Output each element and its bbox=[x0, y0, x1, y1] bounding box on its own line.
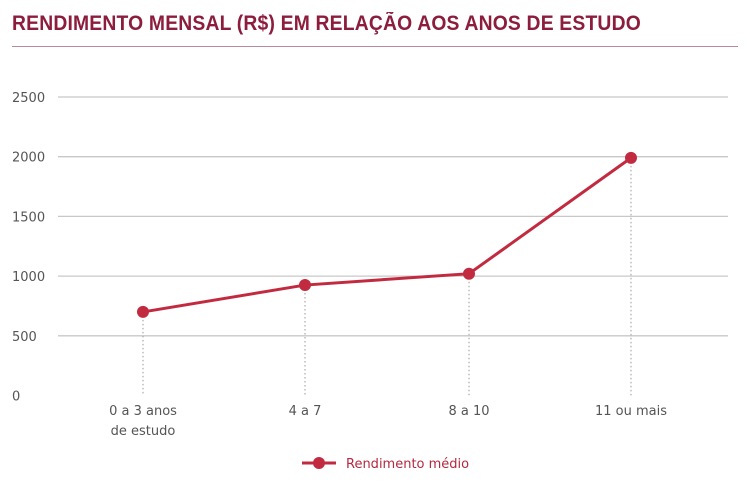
chart-title: RENDIMENTO MENSAL (R$) EM RELAÇÃO AOS AN… bbox=[12, 12, 641, 35]
x-tick-label: 0 a 3 anos bbox=[109, 404, 177, 419]
x-tick-label: 8 a 10 bbox=[448, 404, 489, 419]
data-point bbox=[463, 267, 475, 280]
legend-marker bbox=[313, 457, 325, 469]
data-point bbox=[299, 279, 311, 292]
series-line bbox=[142, 156, 632, 314]
legend-label: Rendimento médio bbox=[346, 457, 469, 472]
x-tick-label: de estudo bbox=[111, 424, 176, 439]
data-point bbox=[625, 151, 637, 164]
y-tick-label: 1000 bbox=[12, 270, 45, 285]
y-tick-label: 500 bbox=[12, 330, 37, 345]
x-tick-label: 11 ou mais bbox=[595, 404, 667, 419]
y-tick-label: 0 bbox=[12, 390, 20, 405]
title-divider bbox=[12, 46, 738, 47]
x-tick-label: 4 a 7 bbox=[289, 404, 322, 419]
y-tick-label: 2500 bbox=[12, 91, 45, 106]
data-point bbox=[137, 305, 149, 318]
y-tick-label: 1500 bbox=[12, 210, 45, 225]
y-tick-label: 2000 bbox=[12, 151, 45, 166]
